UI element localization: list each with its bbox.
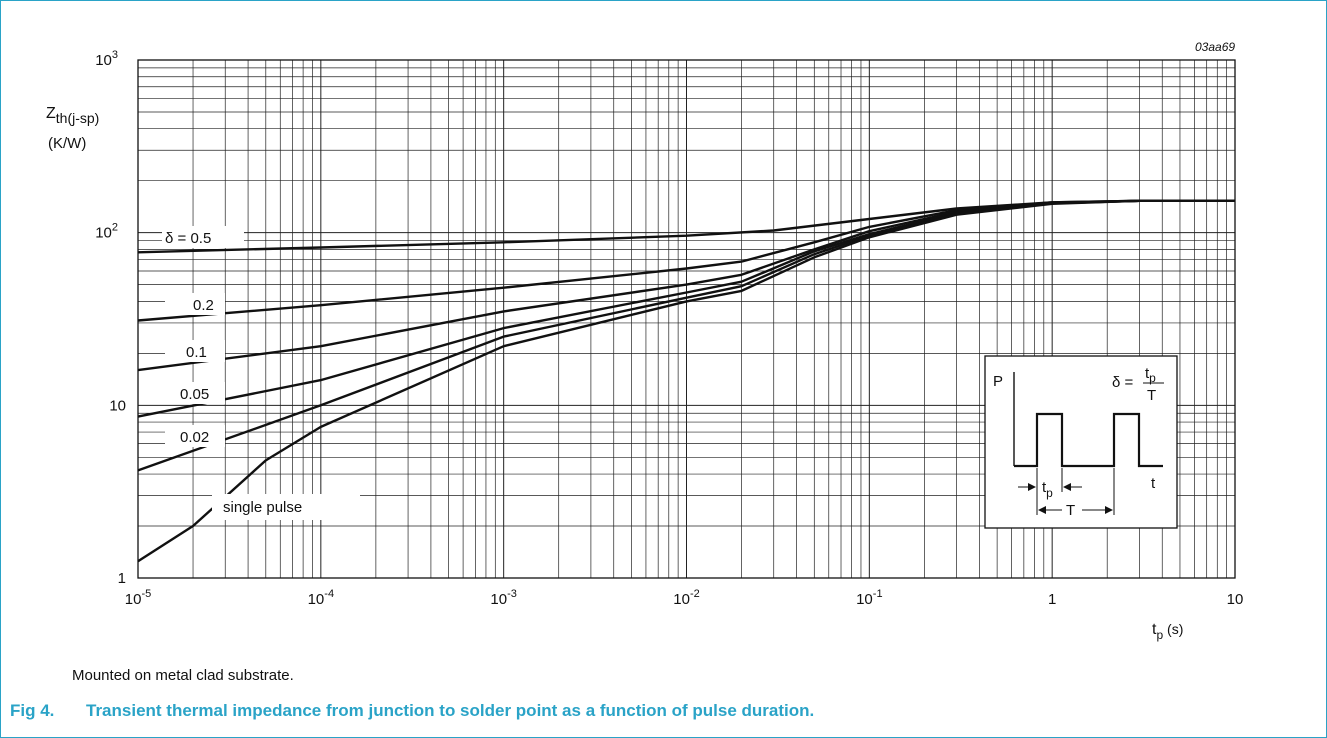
inset-p-label: P: [993, 373, 1003, 390]
x-tick-label: 10-1: [856, 588, 882, 608]
figure-note: Mounted on metal clad substrate.: [72, 667, 294, 684]
x-tick-label: 10: [1227, 591, 1244, 608]
series-label-box-4: [165, 425, 225, 447]
x-axis-label: tp (s): [1152, 621, 1183, 642]
series-label-4: 0.02: [180, 429, 209, 446]
plot-area: [137, 59, 1236, 579]
figure-label: Fig 4.: [10, 701, 55, 720]
x-tick-label: 10-4: [308, 588, 334, 608]
x-tick-label: 1: [1048, 591, 1056, 608]
series-label-box-1: [165, 293, 225, 315]
x-tick-label: 10-2: [673, 588, 699, 608]
inset-tp-label: tp: [1042, 479, 1053, 500]
inset-pulse-trace: [1014, 412, 1163, 468]
series-label-box-5: [212, 494, 360, 520]
y-axis-label: Zth(j-sp): [46, 105, 99, 126]
series-label-box-2: [165, 340, 225, 362]
series-label-5: single pulse: [223, 499, 302, 516]
x-tick-label: 10-3: [490, 588, 516, 608]
series-group: [137, 199, 1235, 563]
figure-code: 03aa69: [1195, 40, 1236, 54]
x-tick-label: 10-5: [125, 588, 151, 608]
inset-arrowhead: [1028, 483, 1036, 491]
series-label-box-0: [162, 226, 244, 248]
series-label-box-3: [165, 382, 225, 404]
figure-caption-text: Transient thermal impedance from junctio…: [86, 701, 815, 720]
inset-delta-numerator: tp: [1145, 365, 1156, 385]
inset-t-label: t: [1151, 475, 1156, 492]
tick-labels: 10-5 10-4 10-3 10-2 10-1 1 10 1 10 102 103: [95, 49, 1243, 608]
series-label-2: 0.1: [186, 344, 207, 361]
inset-delta-denominator: T: [1147, 387, 1156, 404]
series-label-1: 0.2: [193, 297, 214, 314]
inset-box: [984, 355, 1178, 529]
y-tick-label: 103: [95, 49, 118, 69]
inset-pulse-diagram: Pt δ = tp Ttp T: [984, 355, 1178, 529]
axis-labels: Zth(j-sp) (K/W) tp (s): [46, 105, 1183, 642]
y-tick-label: 10: [109, 397, 126, 414]
y-axis-unit: (K/W): [48, 135, 86, 152]
inset-arrowhead: [1105, 506, 1113, 514]
y-tick-label: 102: [95, 222, 118, 242]
series-labels: δ = 0.5 0.2 0.1 0.05 0.02 single pulse: [162, 226, 360, 520]
series-label-3: 0.05: [180, 386, 209, 403]
y-tick-label: 1: [118, 570, 126, 587]
inset-arrowhead: [1063, 483, 1071, 491]
inset-delta-symbol: δ =: [1112, 374, 1134, 391]
figure-caption: Fig 4. Transient thermal impedance from j…: [10, 701, 814, 721]
series-label-0: δ = 0.5: [165, 230, 211, 247]
series-line-5: [137, 199, 1235, 563]
inset-T-label: T: [1066, 502, 1075, 519]
inset-arrowhead: [1038, 506, 1046, 514]
